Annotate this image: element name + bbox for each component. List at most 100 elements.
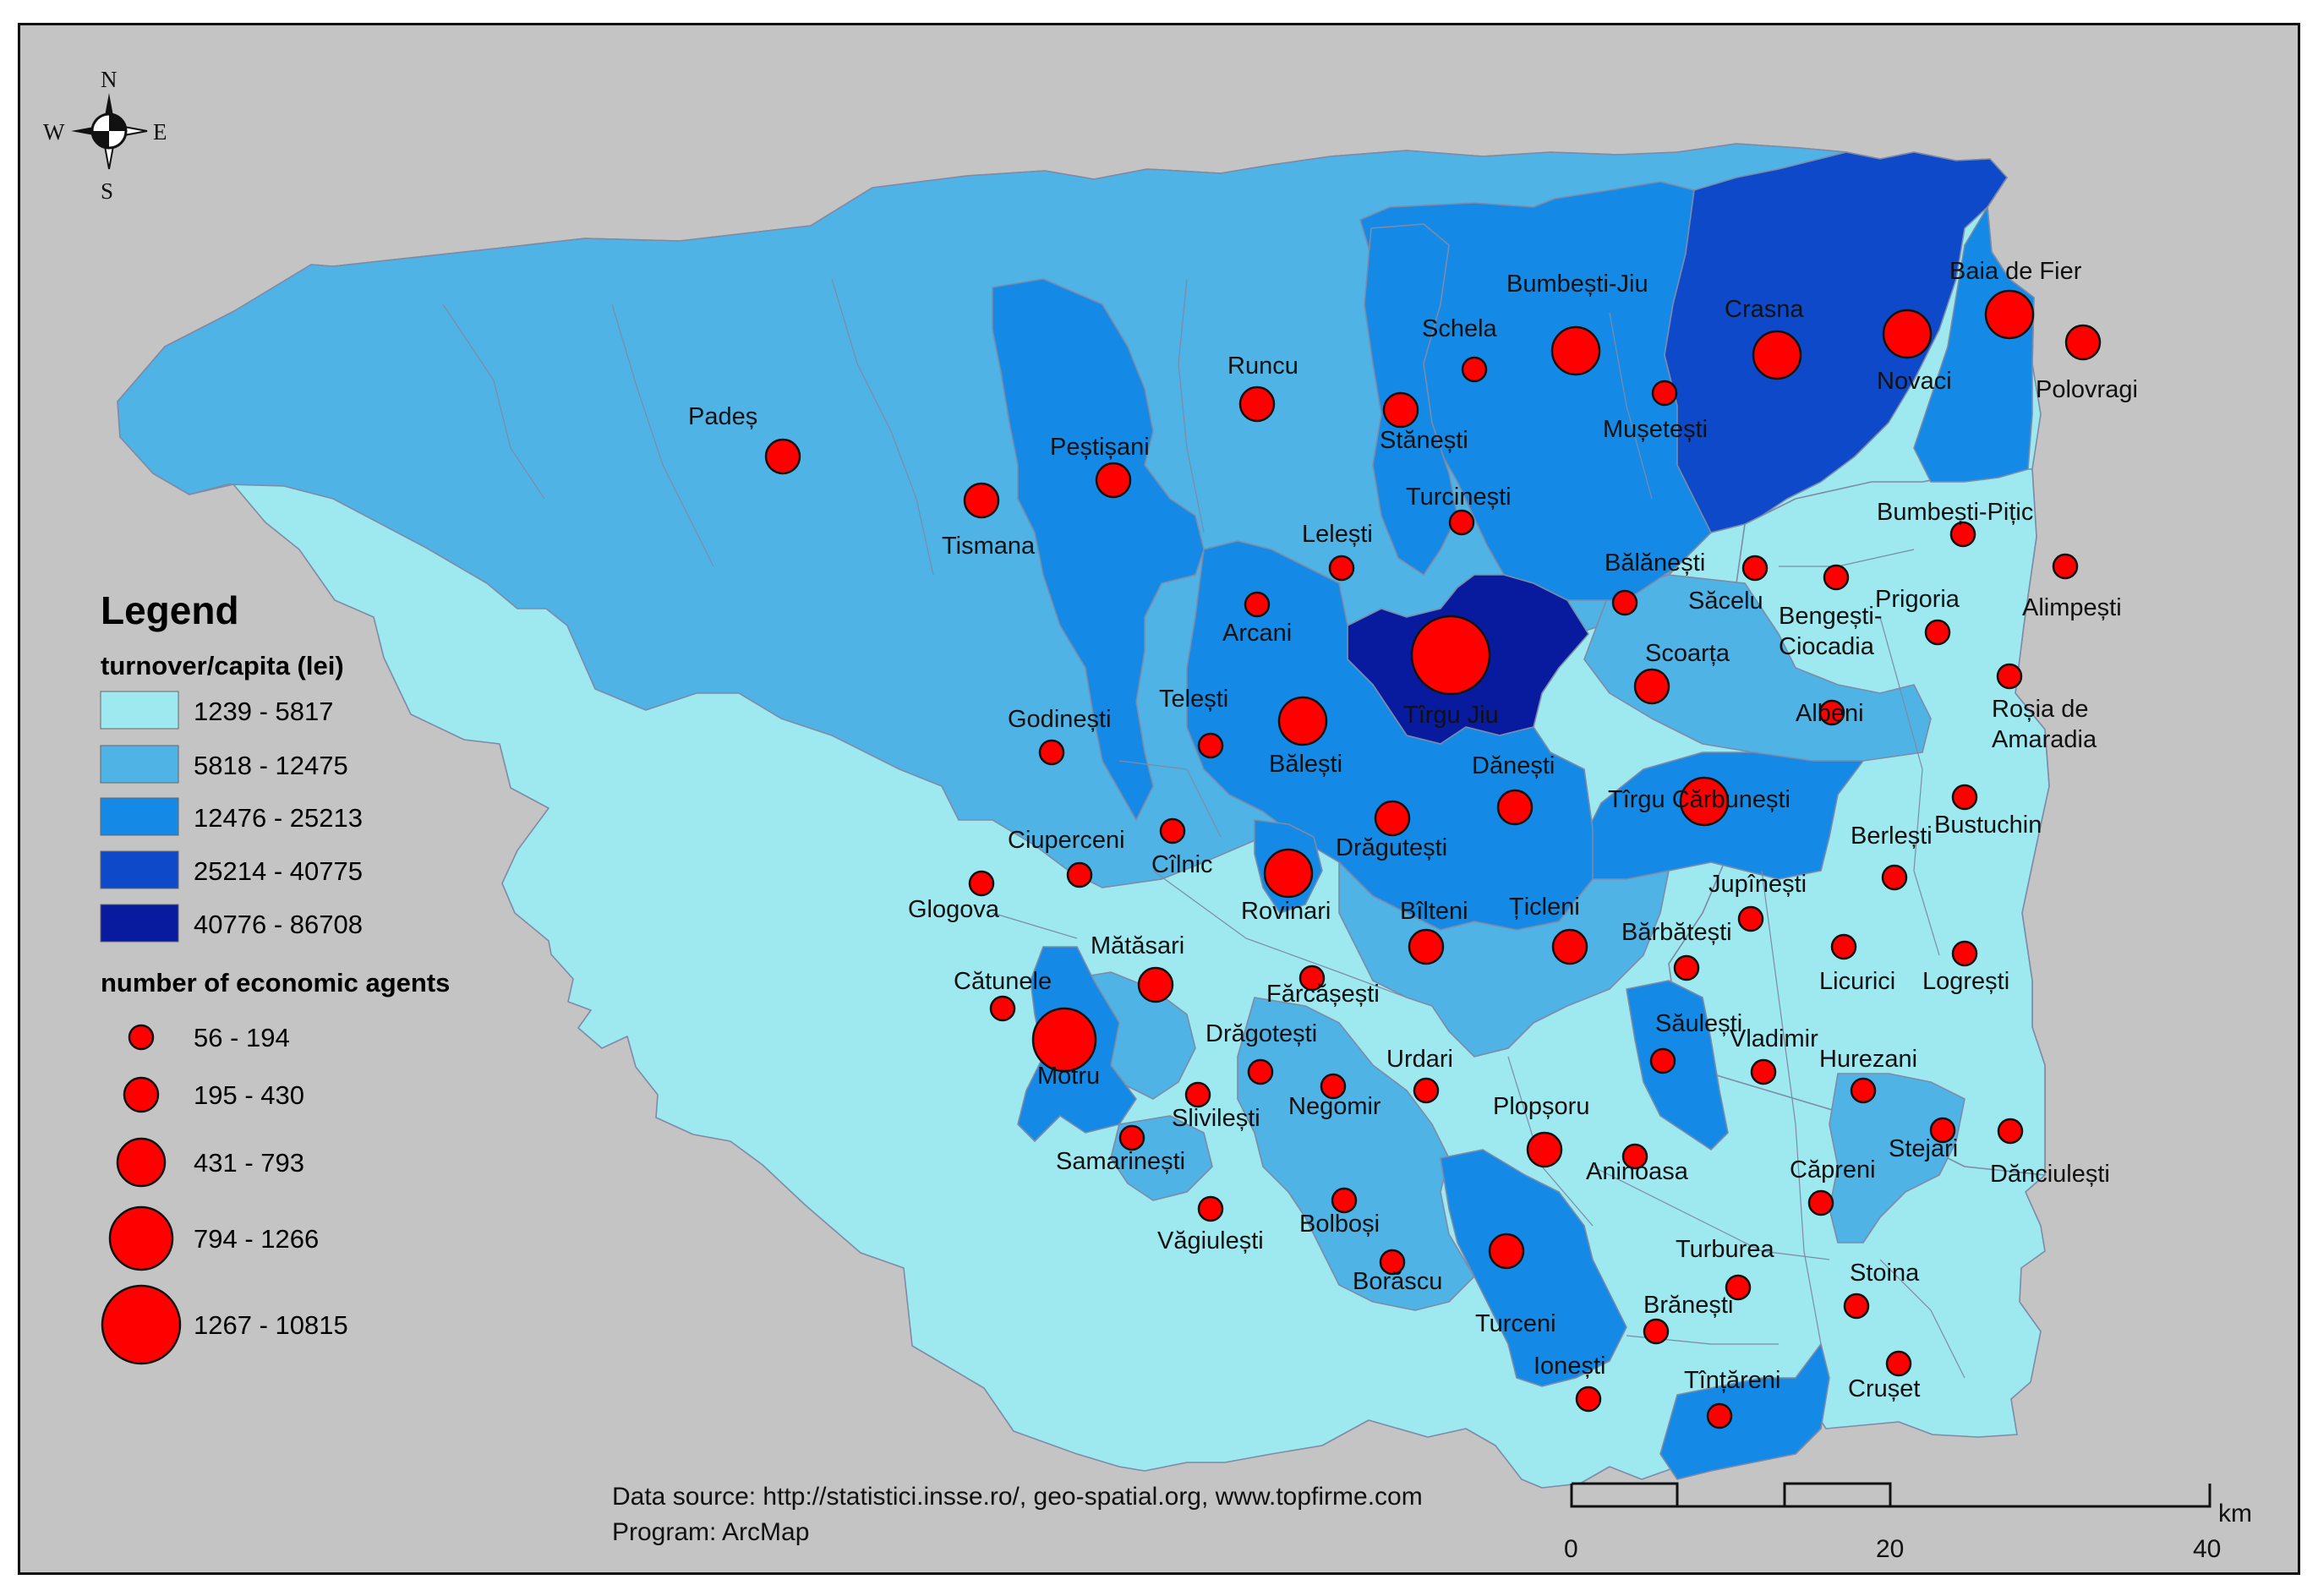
label-barbatesti: Bărbătești xyxy=(1621,919,1732,946)
marker-hurezani[interactable] xyxy=(1850,1077,1877,1104)
scale-tick-20: 20 xyxy=(1876,1535,1904,1563)
marker-albeni[interactable] xyxy=(1818,699,1845,726)
marker-musetesti[interactable] xyxy=(1651,380,1678,407)
program-text: Program: ArcMap xyxy=(612,1518,809,1546)
marker-pestisani[interactable] xyxy=(1095,462,1132,499)
marker-crasna[interactable] xyxy=(1752,330,1802,380)
marker-danciulesti[interactable] xyxy=(1997,1118,2024,1145)
marker-novaci[interactable] xyxy=(1882,309,1933,359)
marker-urdari[interactable] xyxy=(1413,1077,1440,1104)
marker-ticleni[interactable] xyxy=(1551,928,1588,965)
legend: Legend turnover/capita (lei) 1239 - 5817… xyxy=(100,588,450,1365)
label-tismana: Tismana xyxy=(942,533,1036,560)
label-bumbesti-jiu: Bumbești-Jiu xyxy=(1506,271,1648,298)
marker-stejari[interactable] xyxy=(1929,1117,1956,1144)
label-turceni: Turceni xyxy=(1475,1310,1556,1337)
marker-berlesti[interactable] xyxy=(1881,864,1908,891)
label-pades: Padeș xyxy=(688,403,757,430)
marker-tirgu-jiu[interactable] xyxy=(1410,615,1491,696)
marker-capreni[interactable] xyxy=(1807,1189,1834,1216)
marker-godinesti[interactable] xyxy=(1038,739,1065,766)
marker-scoarta[interactable] xyxy=(1633,668,1670,705)
marker-bumbesti-pitic[interactable] xyxy=(1949,521,1976,548)
marker-turceni[interactable] xyxy=(1488,1233,1525,1270)
marker-glogova[interactable] xyxy=(968,870,995,897)
label-urdari: Urdari xyxy=(1386,1046,1453,1073)
marker-slivilesti[interactable] xyxy=(1184,1081,1211,1108)
marker-tintareni[interactable] xyxy=(1706,1402,1733,1429)
marker-bumbesti-jiu[interactable] xyxy=(1550,325,1601,376)
marker-bilteni[interactable] xyxy=(1408,928,1445,965)
marker-plopsoru[interactable] xyxy=(1526,1131,1563,1168)
region-polovragi xyxy=(1913,206,2035,483)
marker-pades[interactable] xyxy=(764,438,801,475)
scale-tick-0: 0 xyxy=(1564,1535,1578,1563)
label-tirgu-carbunesti: Tîrgu Cărbunești xyxy=(1608,786,1790,813)
compass-s: S xyxy=(101,178,113,204)
marker-bengesti-ciocadia[interactable] xyxy=(1823,564,1850,591)
label-alimpesti: Alimpești xyxy=(2022,594,2122,621)
region-balesti xyxy=(1186,540,1594,931)
marker-vladimir[interactable] xyxy=(1750,1058,1777,1085)
marker-cruset[interactable] xyxy=(1885,1350,1912,1377)
marker-prigoria[interactable] xyxy=(1924,619,1951,646)
marker-saulesti[interactable] xyxy=(1649,1047,1676,1074)
label-pestisani: Peștișani xyxy=(1050,434,1150,461)
marker-negomir[interactable] xyxy=(1320,1073,1347,1100)
marker-stanesti[interactable] xyxy=(1382,391,1419,429)
marker-telesti[interactable] xyxy=(1197,732,1224,759)
label-crasna: Crasna xyxy=(1725,296,1804,323)
marker-rovinari[interactable] xyxy=(1263,848,1314,899)
marker-balesti[interactable] xyxy=(1277,696,1328,746)
marker-dragotesti[interactable] xyxy=(1247,1058,1274,1085)
marker-bolbosi[interactable] xyxy=(1331,1187,1358,1214)
marker-jupinesti[interactable] xyxy=(1737,905,1764,932)
marker-tismana[interactable] xyxy=(963,482,1000,519)
label-albeni: Albeni xyxy=(1796,700,1864,727)
marker-alimpesti[interactable] xyxy=(2052,553,2079,580)
marker-logresti[interactable] xyxy=(1951,940,1978,967)
legend-fill-5: 40776 - 86708 xyxy=(194,910,363,939)
marker-danesti[interactable] xyxy=(1496,789,1533,826)
label-prigoria: Prigoria xyxy=(1875,586,1960,613)
marker-catunele[interactable] xyxy=(989,995,1016,1022)
marker-turburea[interactable] xyxy=(1725,1274,1752,1301)
label-rosia-de-amaradia: Roșia de Amaradia xyxy=(1992,696,2097,753)
label-jupinesti: Jupînești xyxy=(1708,871,1807,898)
marker-licurici[interactable] xyxy=(1830,933,1857,960)
marker-stoina[interactable] xyxy=(1843,1293,1870,1320)
marker-matasari[interactable] xyxy=(1137,966,1174,1003)
legend-swatch-4 xyxy=(100,850,179,889)
marker-polovragi[interactable] xyxy=(2064,324,2102,361)
marker-lelesti[interactable] xyxy=(1328,555,1355,582)
marker-farcasesti[interactable] xyxy=(1298,965,1326,992)
marker-motru[interactable] xyxy=(1031,1007,1097,1073)
marker-cilnic[interactable] xyxy=(1159,817,1186,844)
marker-tirgu-carbunesti[interactable] xyxy=(1679,776,1730,827)
marker-schela[interactable] xyxy=(1461,356,1488,383)
legend-marker-4 xyxy=(108,1205,174,1271)
marker-branesti[interactable] xyxy=(1643,1318,1670,1345)
label-musetesti: Mușetești xyxy=(1603,416,1708,443)
marker-dragutesti[interactable] xyxy=(1374,800,1411,837)
marker-baia-de-fier[interactable] xyxy=(1984,289,2035,340)
marker-borascu[interactable] xyxy=(1379,1249,1406,1276)
marker-ciuperceni[interactable] xyxy=(1066,861,1093,888)
marker-aninoasa[interactable] xyxy=(1621,1143,1648,1170)
marker-sacelu[interactable] xyxy=(1741,555,1769,582)
marker-vagiulesti[interactable] xyxy=(1197,1195,1224,1222)
label-stoina: Stoina xyxy=(1850,1260,1920,1287)
marker-arcani[interactable] xyxy=(1244,591,1271,618)
marker-barbatesti[interactable] xyxy=(1673,954,1700,981)
marker-runcu[interactable] xyxy=(1238,385,1276,423)
label-hurezani: Hurezani xyxy=(1819,1046,1917,1073)
legend-fill-4: 25214 - 40775 xyxy=(194,856,363,886)
marker-turcinesti[interactable] xyxy=(1448,509,1475,536)
marker-ionesti[interactable] xyxy=(1575,1386,1602,1413)
marker-rosia-de-amaradia[interactable] xyxy=(1996,663,2023,690)
marker-balanesti[interactable] xyxy=(1611,589,1638,616)
region-novaci xyxy=(1664,151,2008,533)
label-catunele: Cătunele xyxy=(954,968,1052,995)
marker-bustuchin[interactable] xyxy=(1951,784,1978,811)
marker-samarinesti[interactable] xyxy=(1118,1124,1145,1151)
